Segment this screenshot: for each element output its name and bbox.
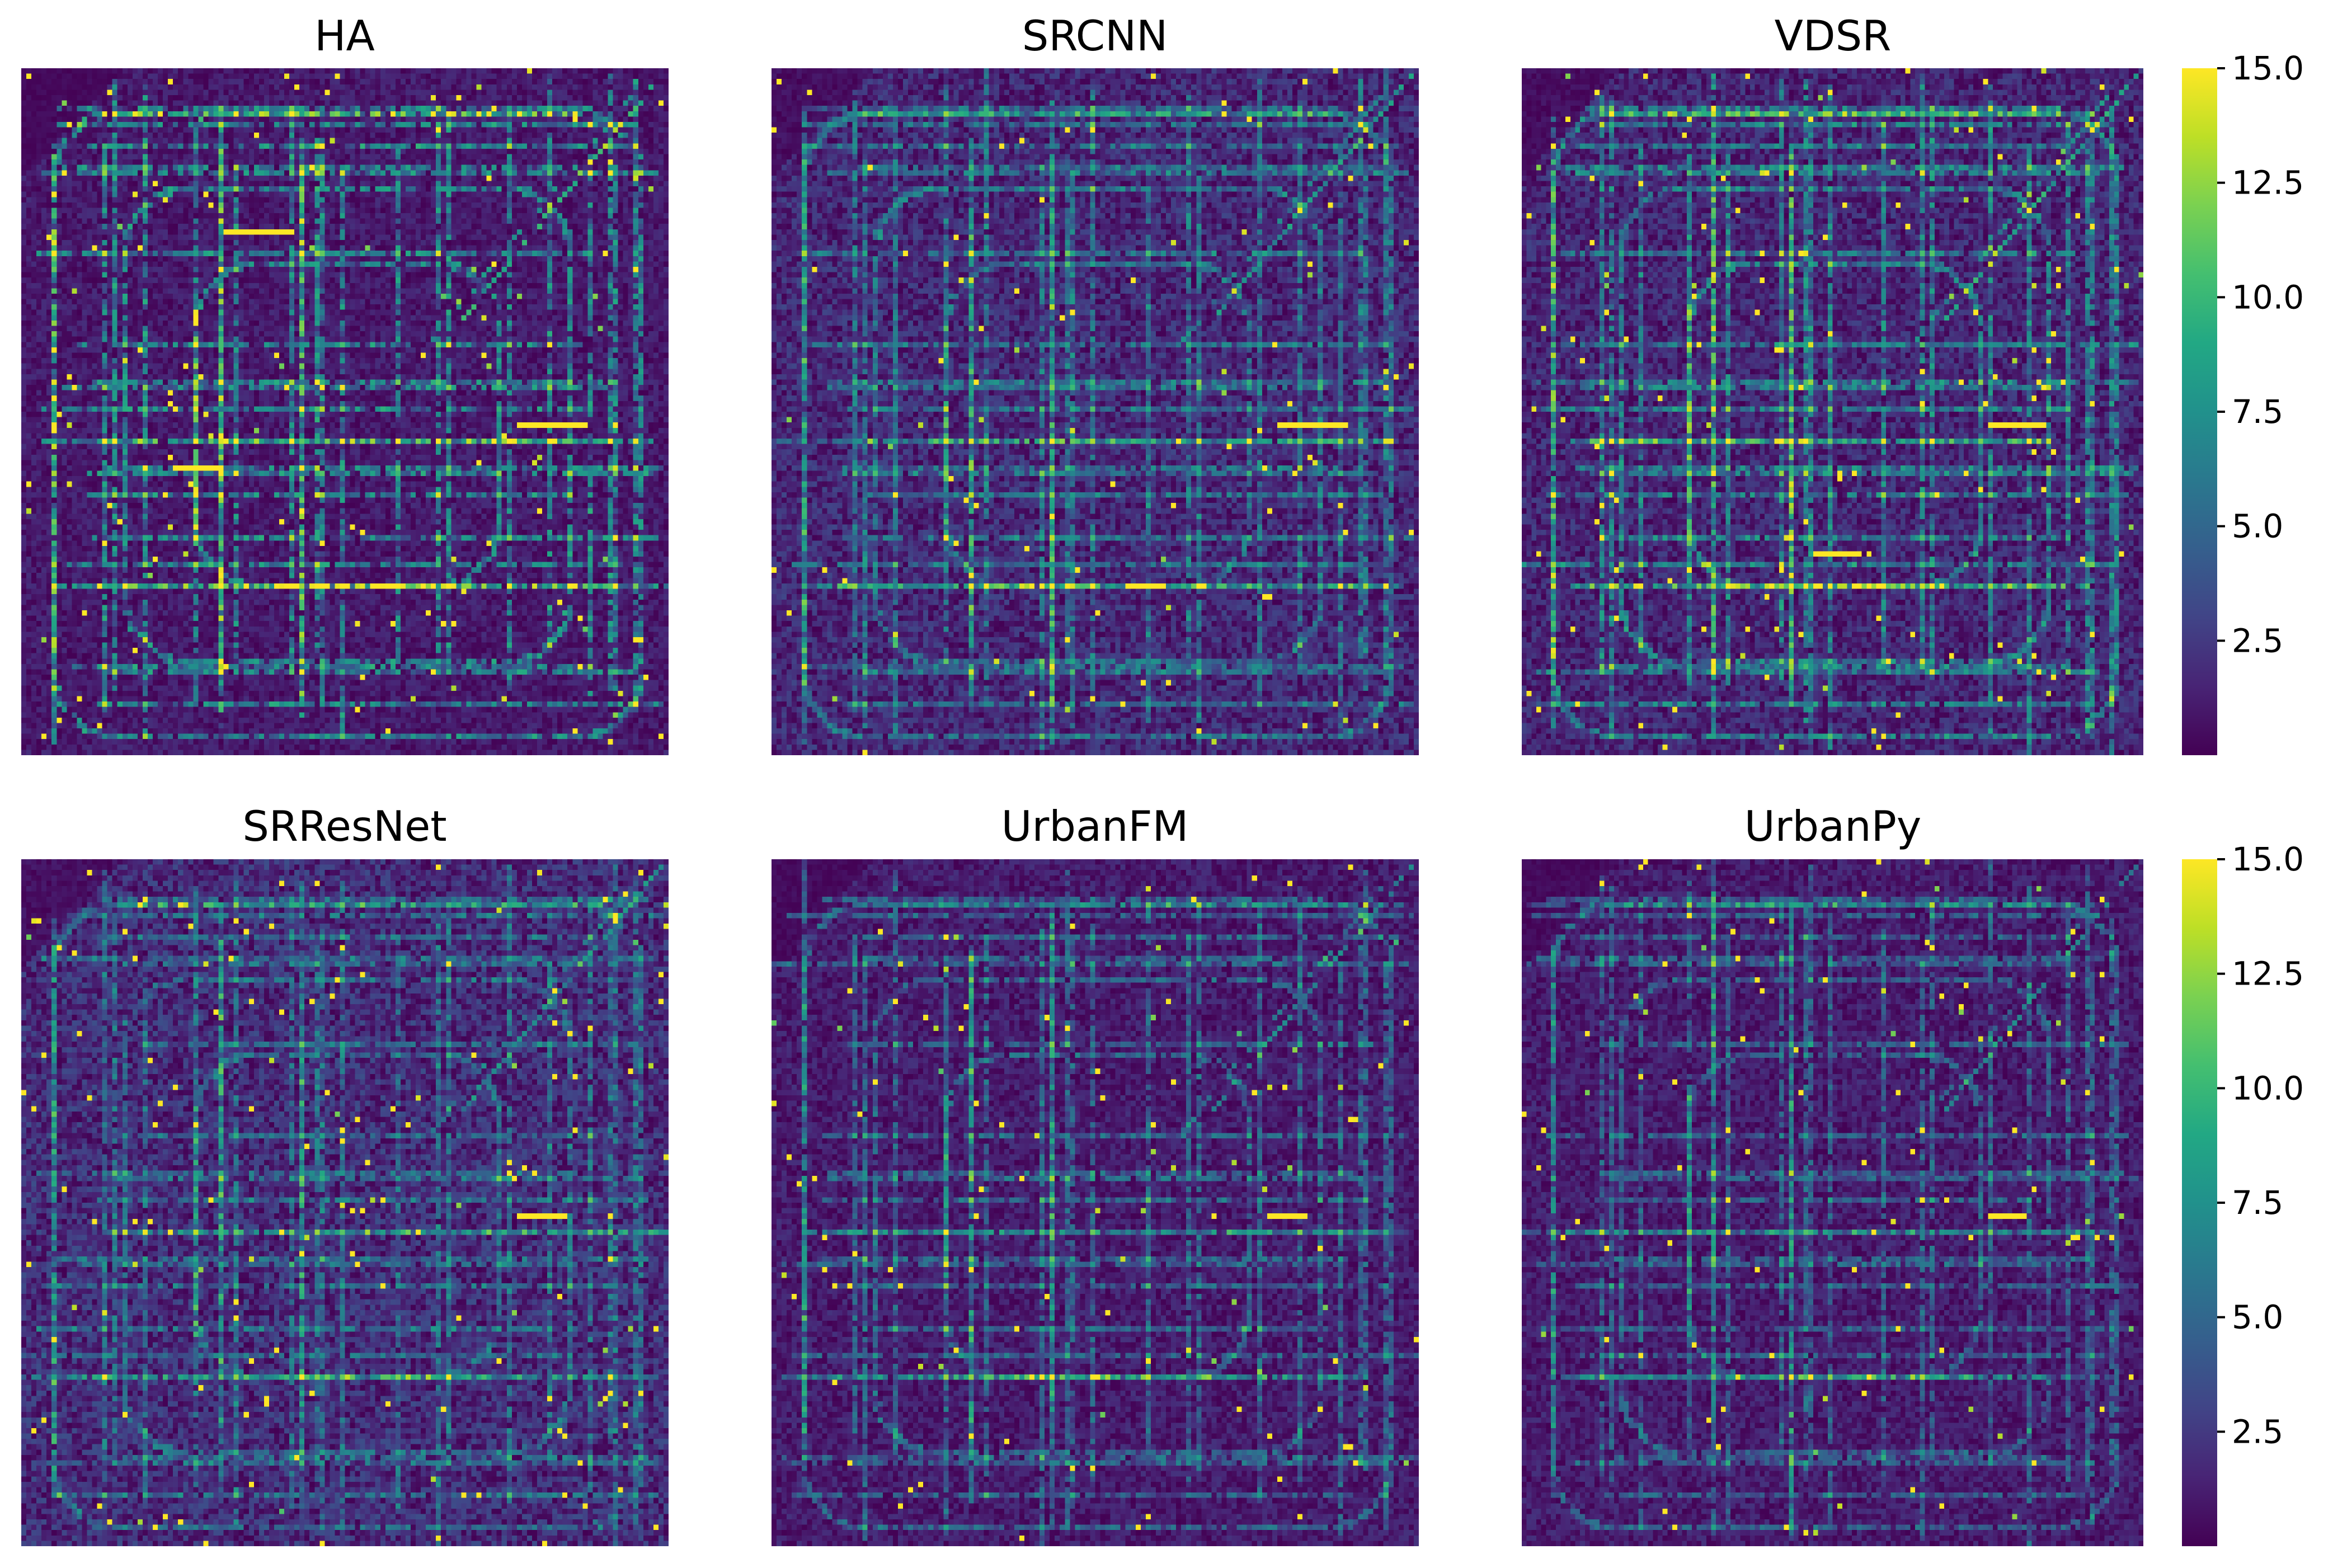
colorbar-tick-label: 2.5 (2232, 621, 2283, 660)
panel-title: UrbanPy (1744, 802, 1921, 851)
heatmap-image (1522, 859, 2143, 1546)
heatmap-image (21, 859, 669, 1546)
colorbar-tick-label: 5.0 (2232, 507, 2283, 545)
colorbar-tick-label: 7.5 (2232, 1184, 2283, 1222)
colorbar-tick-label: 5.0 (2232, 1298, 2283, 1336)
colorbar-tick-label: 7.5 (2232, 393, 2283, 431)
panel-urbanpy: UrbanPy (1522, 802, 2143, 1546)
panel-title: SRCNN (1022, 11, 1168, 60)
panel-title: UrbanFM (1001, 802, 1189, 851)
colorbar (2182, 68, 2217, 755)
panel-title: VDSR (1775, 11, 1892, 60)
colorbar-top: 2.5 5.0 7.5 10.0 12.5 15.0 (2182, 49, 2304, 755)
panel-srresnet: SRResNet (21, 802, 669, 1546)
panel-title: HA (314, 11, 375, 60)
colorbar-tick-label: 10.0 (2232, 278, 2304, 316)
colorbar-tick-label: 10.0 (2232, 1069, 2304, 1107)
panel-ha: HA (21, 11, 669, 755)
colorbar-tick-label: 15.0 (2232, 49, 2304, 87)
panel-title: SRResNet (242, 802, 446, 851)
heatmap-image (21, 68, 669, 755)
panel-srcnn: SRCNN (772, 11, 1419, 755)
colorbar-tick-label: 15.0 (2232, 840, 2304, 878)
panel-vdsr: VDSR (1522, 11, 2143, 755)
colorbar-bottom: 2.5 5.0 7.5 10.0 12.5 15.0 (2182, 840, 2304, 1546)
heatmap-image (772, 859, 1419, 1546)
colorbar-tick-label: 12.5 (2232, 164, 2304, 202)
heatmap-image (1522, 68, 2143, 755)
colorbar-tick-label: 12.5 (2232, 955, 2304, 993)
panel-urbanfm: UrbanFM (772, 802, 1419, 1546)
colorbar-tick-label: 2.5 (2232, 1412, 2283, 1451)
colorbar (2182, 859, 2217, 1546)
heatmap-image (772, 68, 1419, 755)
